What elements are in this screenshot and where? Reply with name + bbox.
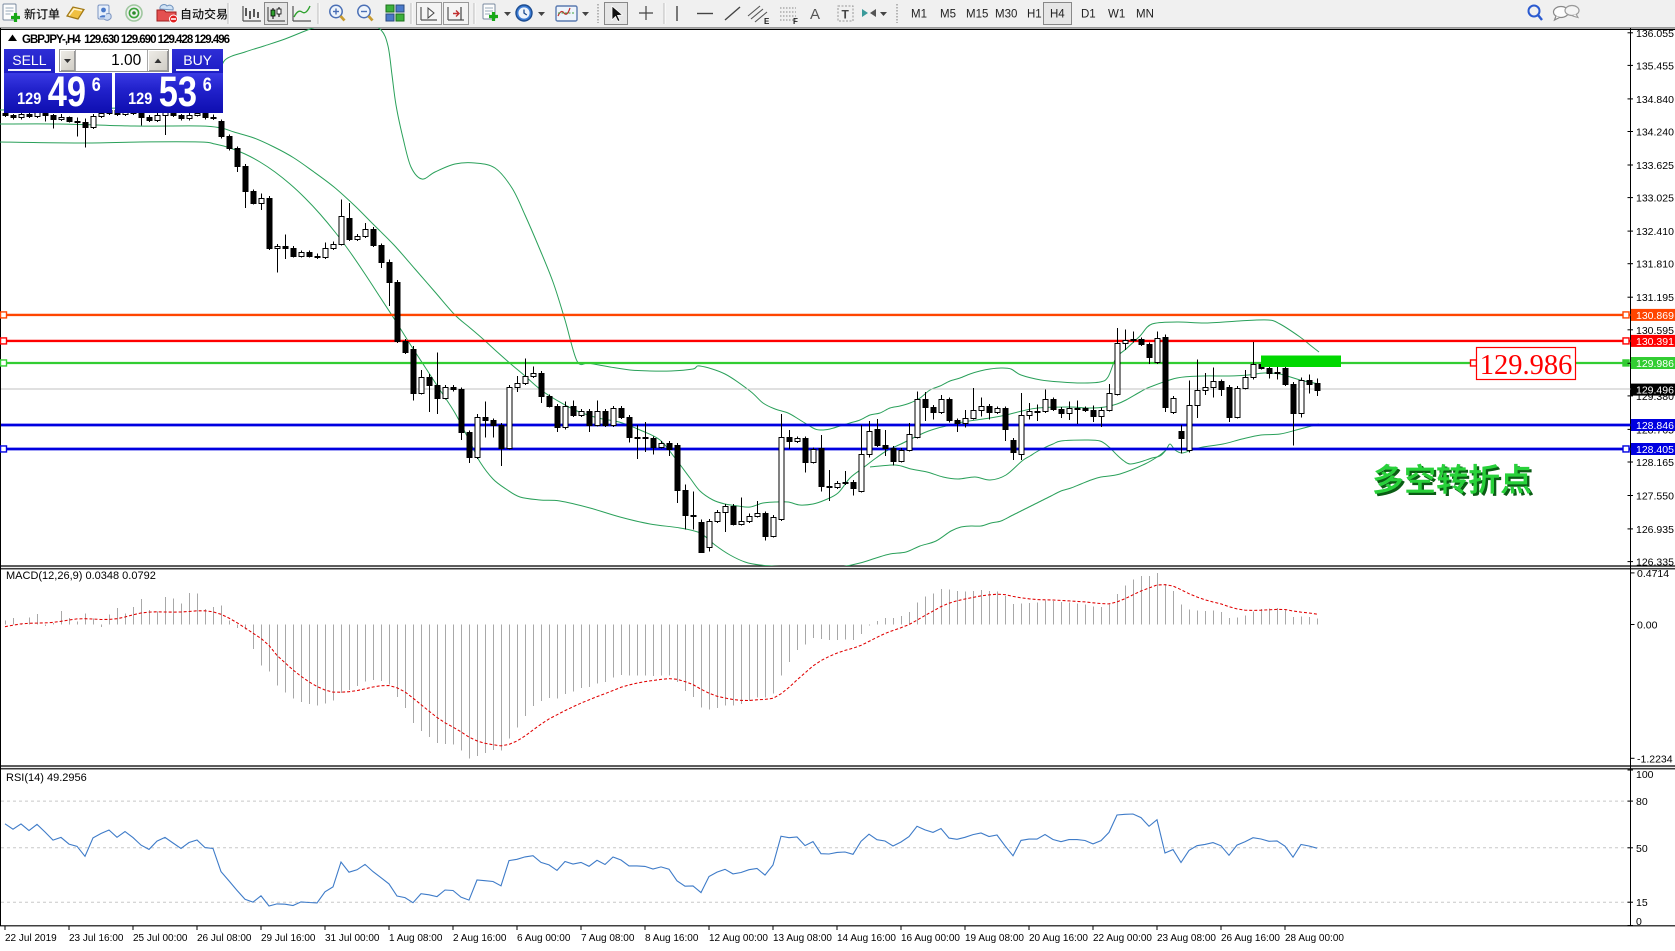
- svg-text:28 Aug 00:00: 28 Aug 00:00: [1285, 933, 1344, 944]
- svg-text:131.195: 131.195: [1636, 292, 1674, 304]
- svg-text:6 Aug 00:00: 6 Aug 00:00: [517, 933, 571, 944]
- svg-text:M1: M1: [911, 9, 927, 21]
- svg-text:0: 0: [1636, 916, 1642, 928]
- svg-text:W1: W1: [1108, 9, 1125, 21]
- svg-text:128.846: 128.846: [1636, 420, 1674, 432]
- svg-text:H4: H4: [1050, 9, 1065, 21]
- svg-text:12 Aug 00:00: 12 Aug 00:00: [709, 933, 768, 944]
- svg-text:26 Aug 16:00: 26 Aug 16:00: [1221, 933, 1280, 944]
- svg-text:15: 15: [1636, 897, 1648, 909]
- svg-text:128.165: 128.165: [1636, 457, 1674, 469]
- svg-text:1 Aug 08:00: 1 Aug 08:00: [389, 933, 443, 944]
- svg-text:7 Aug 08:00: 7 Aug 08:00: [581, 933, 635, 944]
- svg-text:22 Jul 2019: 22 Jul 2019: [5, 933, 57, 944]
- svg-text:13 Aug 08:00: 13 Aug 08:00: [773, 933, 832, 944]
- svg-text:23 Aug 08:00: 23 Aug 08:00: [1157, 933, 1216, 944]
- svg-text:31 Jul 00:00: 31 Jul 00:00: [325, 933, 380, 944]
- svg-text:127.550: 127.550: [1636, 491, 1674, 503]
- svg-text:130.869: 130.869: [1636, 310, 1674, 322]
- svg-text:F: F: [793, 17, 798, 26]
- svg-text:130.595: 130.595: [1636, 325, 1674, 337]
- svg-text:A: A: [810, 6, 820, 23]
- svg-text:80: 80: [1636, 796, 1648, 808]
- svg-text:RSI(14) 49.2956: RSI(14) 49.2956: [6, 772, 87, 784]
- svg-text:8 Aug 16:00: 8 Aug 16:00: [645, 933, 699, 944]
- svg-text:H1: H1: [1027, 9, 1042, 21]
- svg-text:129.986: 129.986: [1636, 358, 1674, 370]
- svg-text:126.335: 126.335: [1636, 557, 1674, 569]
- svg-text:M30: M30: [995, 9, 1017, 21]
- svg-text:19 Aug 08:00: 19 Aug 08:00: [965, 933, 1024, 944]
- svg-text:129.986: 129.986: [1480, 350, 1573, 381]
- svg-text:128.405: 128.405: [1636, 444, 1674, 456]
- svg-text:D1: D1: [1081, 9, 1096, 21]
- svg-text:22 Aug 00:00: 22 Aug 00:00: [1093, 933, 1152, 944]
- svg-text:MN: MN: [1136, 9, 1154, 21]
- svg-text:134.240: 134.240: [1636, 127, 1674, 139]
- svg-text:E: E: [764, 17, 770, 26]
- svg-text:136.055: 136.055: [1636, 28, 1674, 40]
- svg-text:20 Aug 16:00: 20 Aug 16:00: [1029, 933, 1088, 944]
- svg-text:0.4714: 0.4714: [1637, 568, 1669, 580]
- svg-text:50: 50: [1636, 843, 1648, 855]
- svg-text:23 Jul 16:00: 23 Jul 16:00: [69, 933, 124, 944]
- svg-text:2 Aug 16:00: 2 Aug 16:00: [453, 933, 507, 944]
- svg-text:132.410: 132.410: [1636, 226, 1674, 238]
- svg-text:133.025: 133.025: [1636, 193, 1674, 205]
- svg-text:134.840: 134.840: [1636, 94, 1674, 106]
- svg-text:14 Aug 16:00: 14 Aug 16:00: [837, 933, 896, 944]
- svg-text:26 Jul 08:00: 26 Jul 08:00: [197, 933, 252, 944]
- svg-text:135.455: 135.455: [1636, 60, 1674, 72]
- svg-text:130.391: 130.391: [1636, 336, 1674, 348]
- svg-text:M5: M5: [940, 9, 956, 21]
- svg-text:129.496: 129.496: [1636, 385, 1674, 397]
- svg-text:0.00: 0.00: [1637, 620, 1658, 632]
- svg-text:100: 100: [1636, 769, 1654, 781]
- svg-text:GBPJPY-,H4 129.630 129.690 12: GBPJPY-,H4 129.630 129.690 129.428 129.4…: [22, 34, 230, 46]
- svg-text:126.935: 126.935: [1636, 524, 1674, 536]
- svg-text:25 Jul 00:00: 25 Jul 00:00: [133, 933, 188, 944]
- svg-text:T: T: [842, 8, 850, 22]
- svg-text:133.625: 133.625: [1636, 160, 1674, 172]
- svg-text:MACD(12,26,9) 0.0348 0.0792: MACD(12,26,9) 0.0348 0.0792: [6, 570, 156, 582]
- svg-text:131.810: 131.810: [1636, 259, 1674, 271]
- svg-text:29 Jul 16:00: 29 Jul 16:00: [261, 933, 316, 944]
- svg-text:16 Aug 00:00: 16 Aug 00:00: [901, 933, 960, 944]
- svg-text:M15: M15: [966, 9, 988, 21]
- svg-text:-1.2234: -1.2234: [1637, 753, 1673, 765]
